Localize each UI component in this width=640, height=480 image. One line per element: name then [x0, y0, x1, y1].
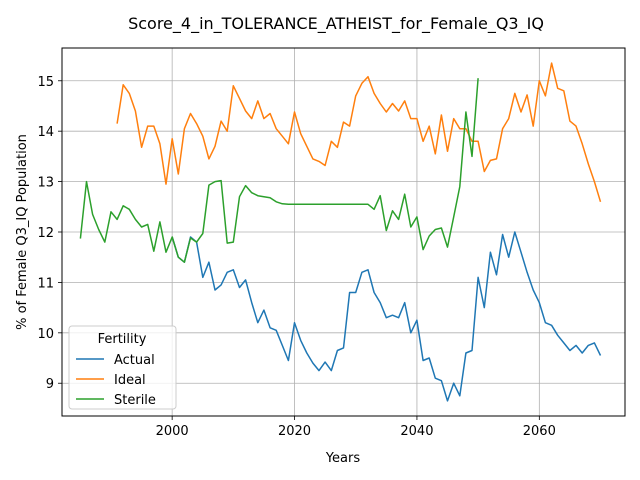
y-tick-label: 10	[37, 327, 54, 342]
x-tick-label: 2020	[278, 424, 311, 439]
x-tick-label: 2000	[156, 424, 189, 439]
chart-title: Score_4_in_TOLERANCE_ATHEIST_for_Female_…	[128, 14, 544, 34]
y-tick-label: 12	[37, 226, 54, 241]
legend-label-actual: Actual	[114, 353, 155, 368]
y-tick-label: 15	[37, 75, 54, 90]
x-axis: 2000 2020 2040 2060	[156, 416, 556, 439]
legend-label-ideal: Ideal	[114, 373, 146, 388]
series-line-ideal	[116, 62, 602, 203]
y-tick-label: 9	[46, 377, 54, 392]
y-axis-label: % of Female Q3_IQ Population	[15, 134, 30, 330]
legend-box	[68, 325, 177, 410]
legend: Fertility Actual Ideal Sterile	[68, 325, 177, 410]
series-line-actual	[171, 231, 602, 402]
x-axis-label: Years	[325, 451, 361, 466]
series-layer	[79, 62, 602, 402]
y-tick-label: 11	[37, 276, 54, 291]
y-tick-label: 13	[37, 176, 54, 191]
legend-title: Fertility	[98, 332, 147, 347]
x-tick-label: 2040	[400, 424, 433, 439]
x-tick-label: 2060	[523, 424, 556, 439]
y-tick-label: 14	[37, 125, 54, 140]
series-line-sterile	[79, 78, 479, 263]
y-axis: 9 10 11 12 13 14 15	[37, 75, 62, 392]
legend-label-sterile: Sterile	[114, 393, 156, 408]
